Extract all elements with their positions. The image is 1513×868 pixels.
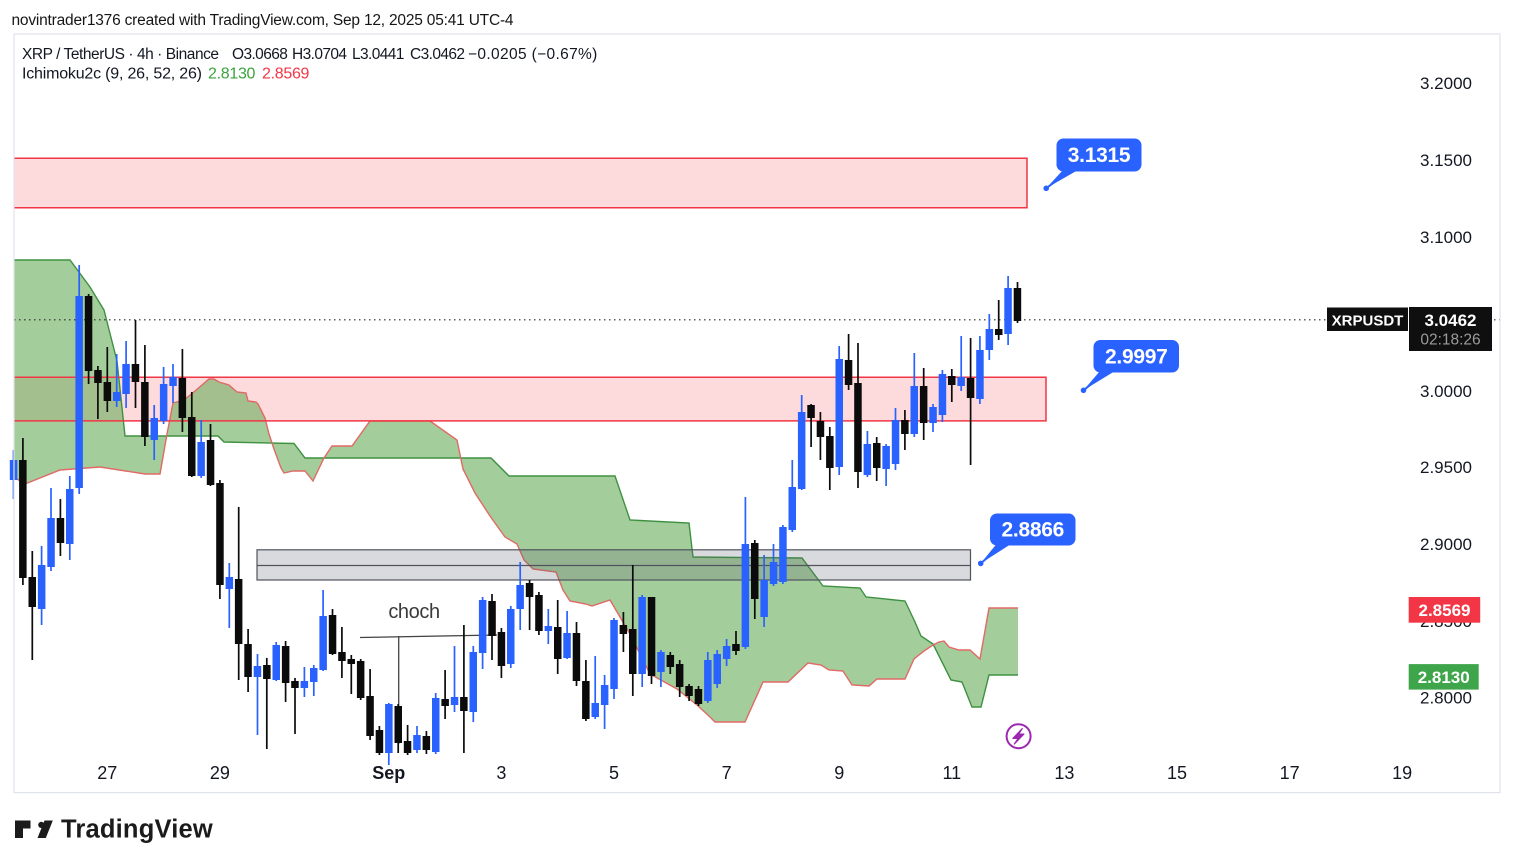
svg-text:2.9500: 2.9500 (1420, 458, 1472, 477)
svg-text:2.8130: 2.8130 (1418, 668, 1470, 687)
svg-text:2.9000: 2.9000 (1420, 535, 1472, 554)
svg-text:C3.0462: C3.0462 (410, 46, 464, 63)
svg-text:2.9997: 2.9997 (1105, 345, 1167, 368)
svg-text:2.8569: 2.8569 (262, 66, 310, 83)
svg-text:Sep: Sep (372, 763, 405, 783)
svg-text:3.1315: 3.1315 (1068, 144, 1131, 167)
svg-text:XRP / TetherUS · 4h · Binance: XRP / TetherUS · 4h · Binance (22, 46, 219, 63)
svg-text:3.0000: 3.0000 (1420, 382, 1472, 401)
svg-text:O3.0668: O3.0668 (232, 46, 287, 63)
svg-text:5: 5 (609, 763, 619, 783)
svg-text:02:18:26: 02:18:26 (1420, 332, 1480, 349)
svg-text:L3.0441: L3.0441 (352, 46, 404, 63)
svg-text:11: 11 (942, 763, 961, 783)
svg-text:2.8866: 2.8866 (1002, 519, 1064, 542)
svg-text:TradingView: TradingView (61, 816, 213, 844)
svg-text:XRPUSDT: XRPUSDT (1332, 313, 1404, 330)
svg-text:novintrader1376 created with T: novintrader1376 created with TradingView… (12, 12, 514, 29)
svg-text:17: 17 (1280, 763, 1300, 783)
svg-text:2.8000: 2.8000 (1420, 689, 1472, 708)
svg-text:3.2000: 3.2000 (1420, 74, 1472, 93)
svg-text:3.1000: 3.1000 (1420, 228, 1472, 247)
svg-text:3: 3 (496, 763, 506, 783)
svg-text:3.0462: 3.0462 (1425, 311, 1477, 330)
svg-text:27: 27 (97, 763, 117, 783)
svg-text:7: 7 (722, 763, 732, 783)
svg-text:2.8130: 2.8130 (208, 66, 256, 83)
svg-text:−0.0205 (−0.67%): −0.0205 (−0.67%) (468, 46, 598, 63)
svg-text:15: 15 (1167, 763, 1187, 783)
svg-text:13: 13 (1054, 763, 1074, 783)
svg-text:H3.0704: H3.0704 (292, 46, 347, 63)
svg-text:19: 19 (1392, 763, 1412, 783)
svg-text:2.8569: 2.8569 (1419, 601, 1471, 620)
svg-text:Ichimoku2c (9, 26, 52, 26): Ichimoku2c (9, 26, 52, 26) (22, 66, 202, 83)
svg-text:3.1500: 3.1500 (1420, 151, 1472, 170)
svg-text:choch: choch (388, 601, 439, 623)
svg-text:9: 9 (834, 763, 844, 783)
svg-text:29: 29 (210, 763, 230, 783)
